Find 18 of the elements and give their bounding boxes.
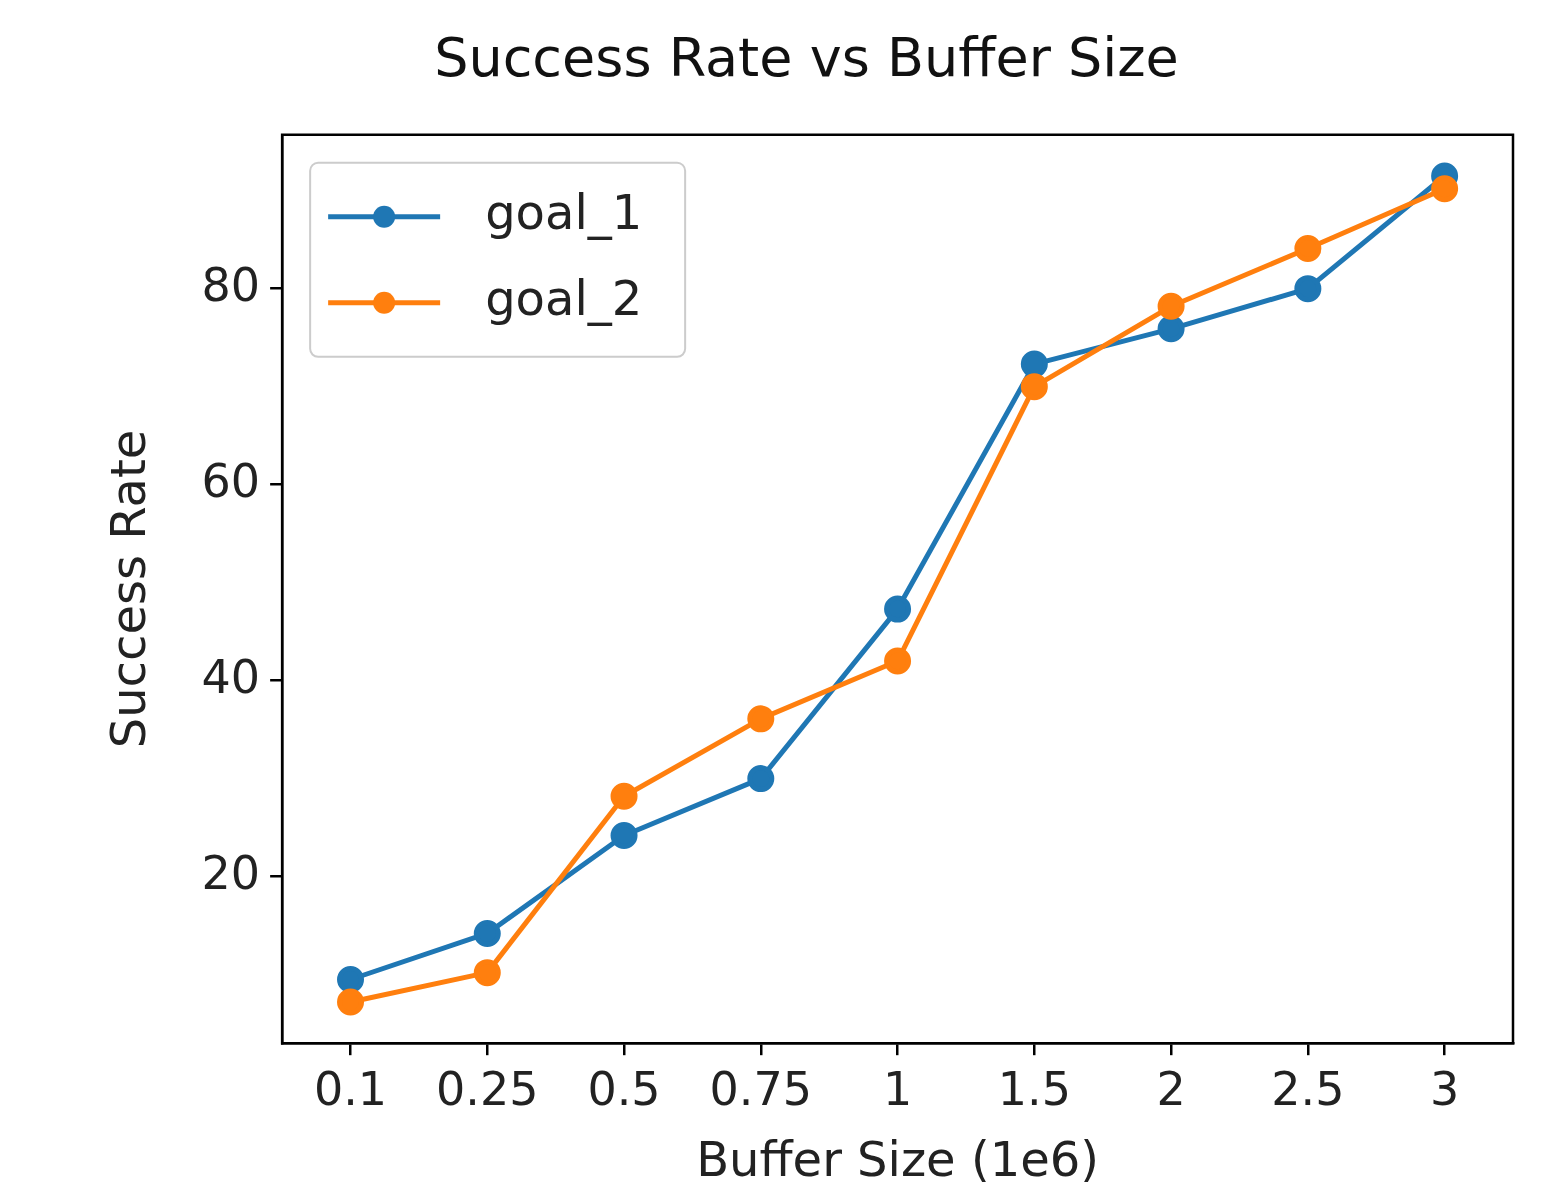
x-tick-label: 3	[1429, 1061, 1460, 1116]
y-axis-title: Success Rate	[100, 429, 157, 749]
x-tick-label: 0.75	[709, 1061, 813, 1116]
x-tick-label: 0.1	[313, 1061, 388, 1116]
y-tick-label: 40	[201, 649, 261, 704]
x-tick-label: 2	[1156, 1061, 1186, 1116]
y-tick-label: 20	[201, 845, 261, 900]
x-tick-label: 2.5	[1271, 1061, 1345, 1116]
x-axis-title: Buffer Size (1e6)	[696, 1130, 1099, 1187]
x-tick-label: 1	[882, 1061, 913, 1116]
chart-title: Success Rate vs Buffer Size	[434, 26, 1179, 90]
x-tick-label: 1.5	[997, 1061, 1071, 1116]
x-tick-label: 0.5	[587, 1061, 661, 1116]
y-tick-label: 60	[201, 453, 261, 508]
legend-label: goal_1	[485, 184, 643, 241]
legend-label: goal_2	[485, 270, 643, 327]
y-tick-label: 80	[201, 257, 261, 312]
x-tick-label: 0.25	[436, 1061, 539, 1116]
